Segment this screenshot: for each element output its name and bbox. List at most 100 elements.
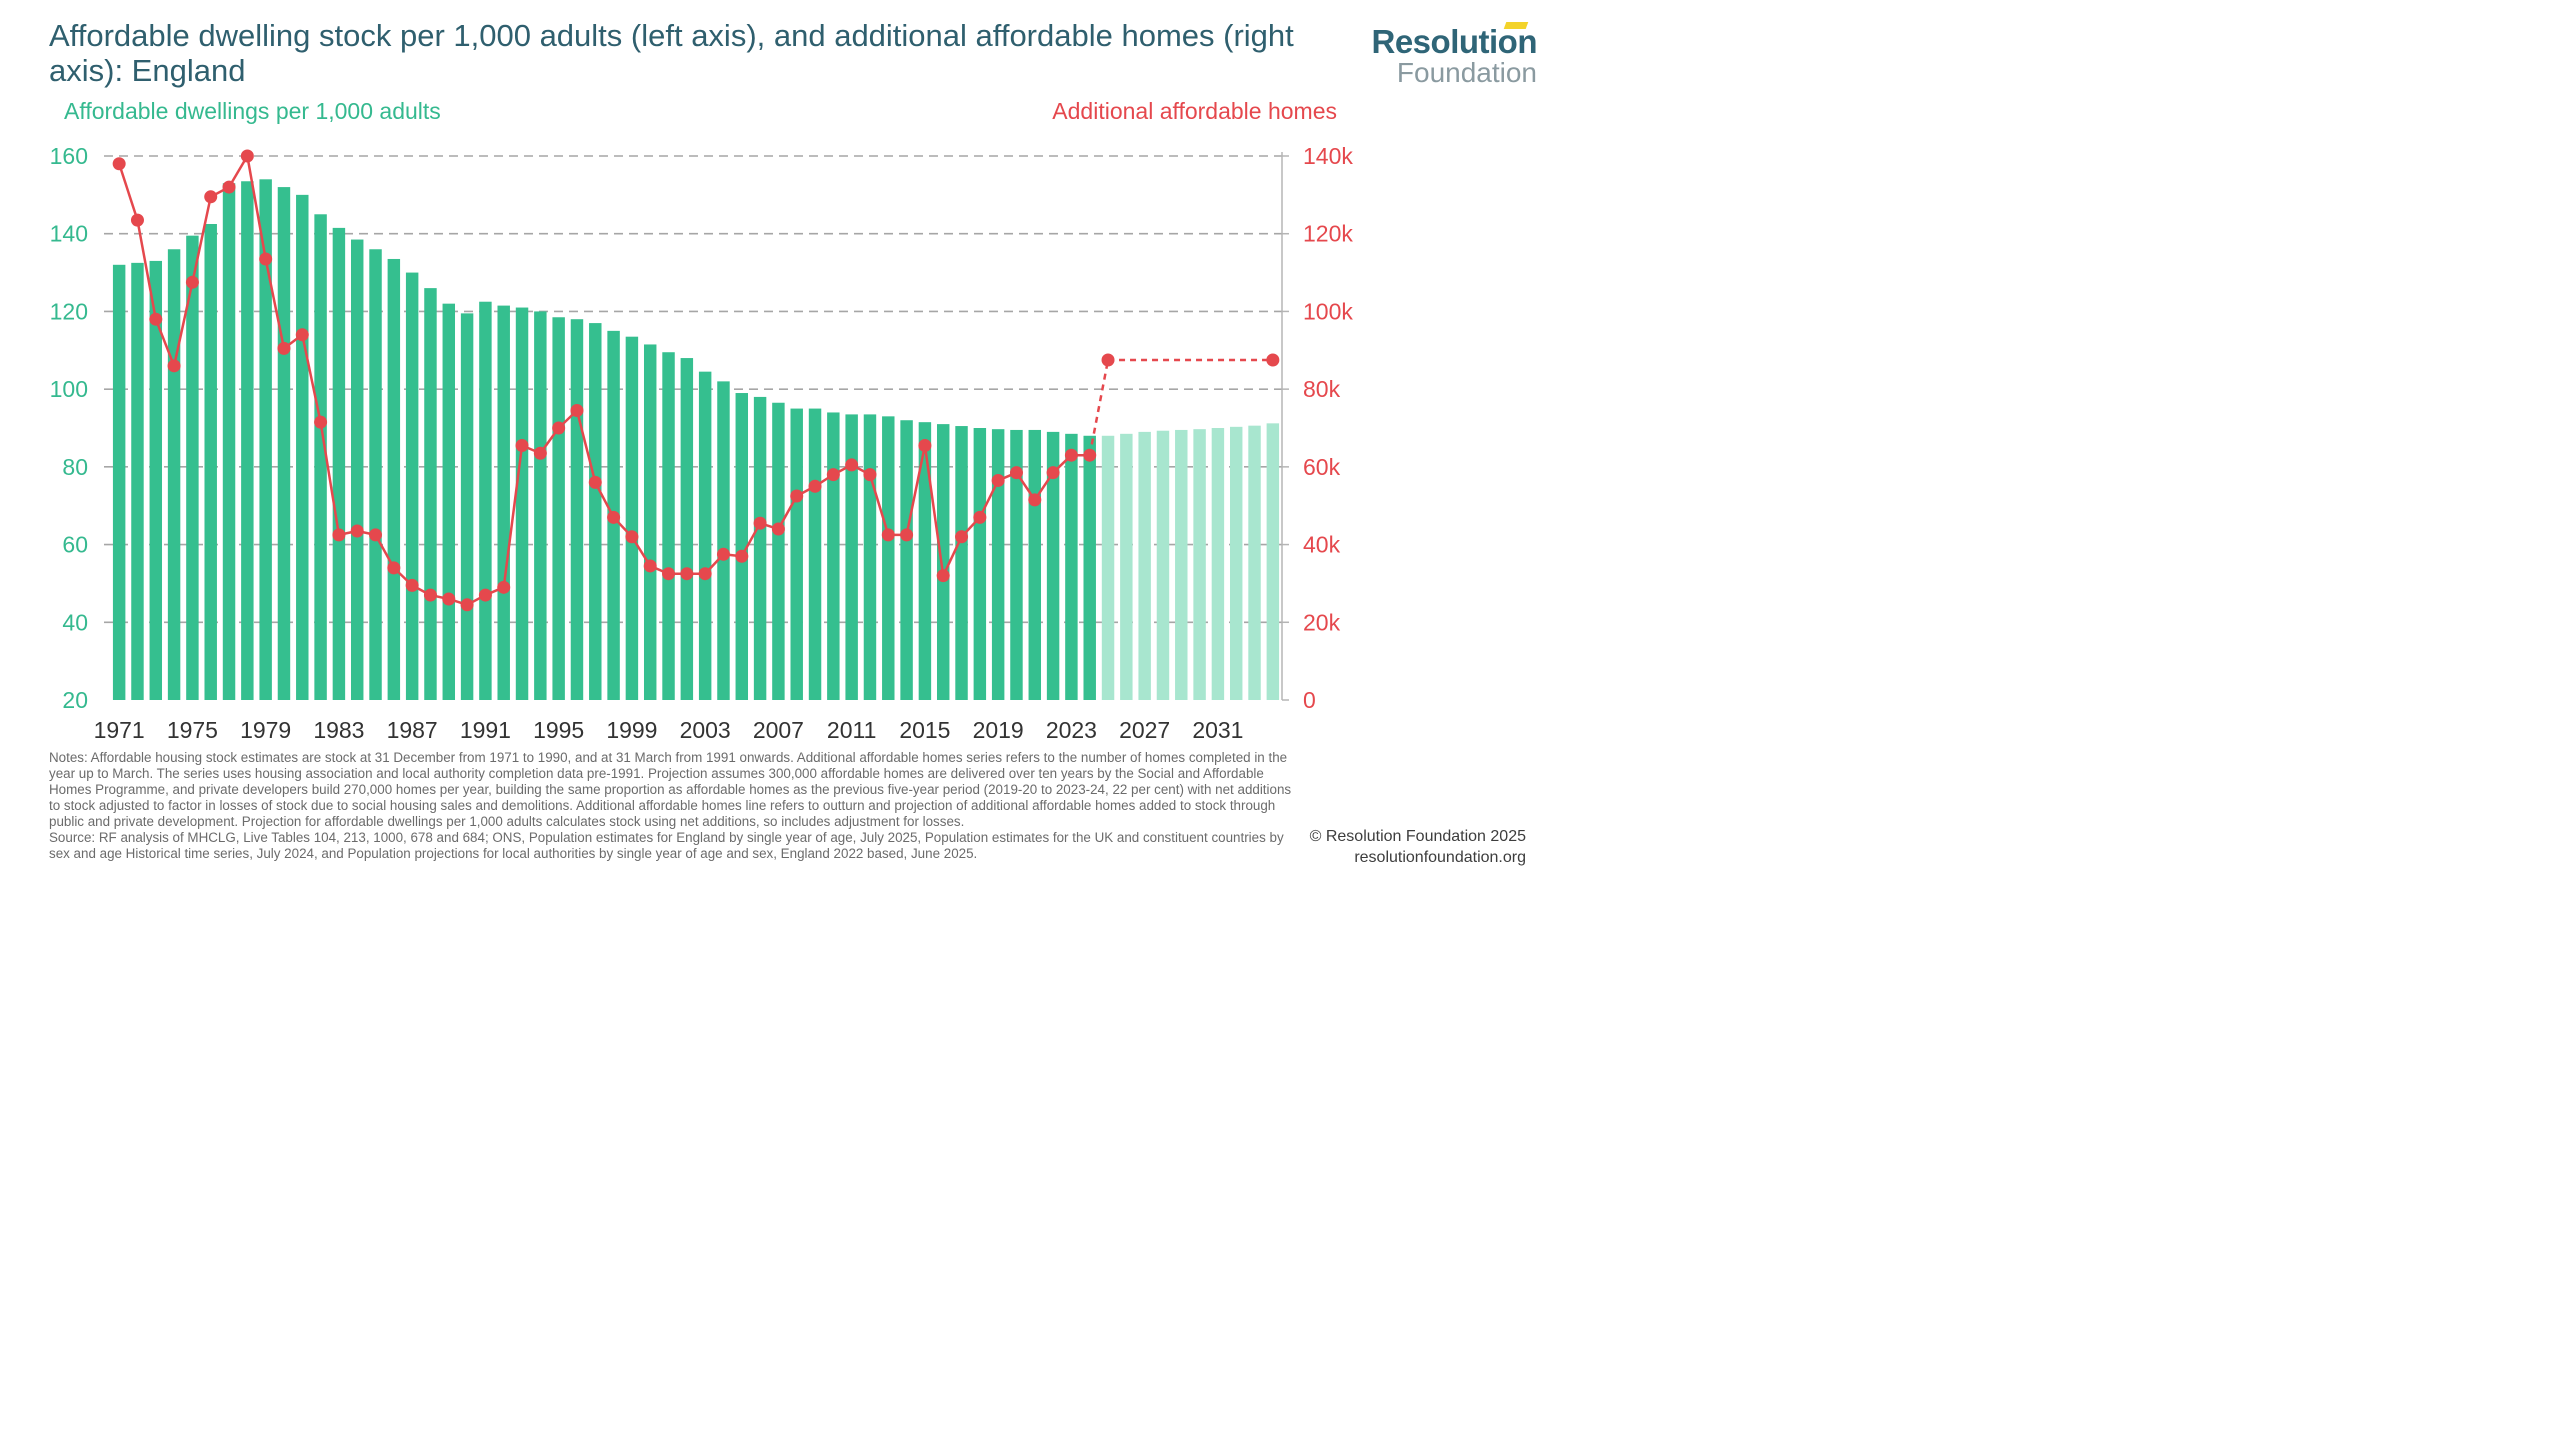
additional-homes-point — [991, 473, 1005, 487]
copyright-block: © Resolution Foundation 2025 resolutionf… — [1310, 826, 1526, 868]
right-tick-label: 120k — [1303, 221, 1353, 247]
x-tick-label: 1999 — [606, 717, 657, 743]
additional-homes-point — [460, 598, 474, 612]
bar — [735, 393, 749, 700]
bar — [460, 313, 474, 700]
additional-homes-point — [387, 561, 401, 575]
bar — [259, 179, 272, 701]
additional-homes-point — [955, 530, 969, 544]
x-tick-label: 1983 — [313, 717, 364, 743]
bar — [515, 307, 529, 700]
additional-homes-point — [607, 510, 621, 524]
bar — [698, 371, 712, 700]
bar — [1193, 429, 1206, 700]
x-tick-label: 2007 — [753, 717, 804, 743]
bar — [222, 183, 236, 700]
additional-homes-point — [332, 528, 346, 542]
bar — [442, 303, 456, 700]
x-tick-label: 2027 — [1119, 717, 1170, 743]
bar — [332, 227, 346, 700]
source-text: Source: RF analysis of MHCLG, Live Table… — [49, 830, 1284, 861]
right-axis-title: Additional affordable homes — [1052, 98, 1337, 124]
bar — [753, 396, 767, 700]
copyright-text: © Resolution Foundation 2025 — [1309, 828, 1526, 845]
bar — [973, 428, 987, 700]
bar — [991, 429, 1005, 700]
additional-homes-point — [204, 190, 218, 204]
x-tick-label: 1991 — [460, 717, 511, 743]
additional-homes-point — [570, 404, 584, 418]
logo-line-2: Foundation — [1396, 57, 1537, 88]
additional-homes-point — [515, 438, 529, 452]
additional-homes-point — [1064, 448, 1078, 462]
bar — [1028, 429, 1042, 700]
x-tick-label: 1995 — [533, 717, 584, 743]
bar — [643, 344, 657, 700]
additional-homes-point — [222, 180, 236, 194]
additional-homes-point — [1101, 353, 1115, 367]
additional-homes-point — [295, 328, 309, 342]
additional-homes-point — [277, 341, 291, 355]
bar — [1211, 428, 1225, 700]
website-link[interactable]: resolutionfoundation.org — [1354, 849, 1526, 866]
bar — [1138, 431, 1151, 700]
left-tick-label: 120 — [50, 298, 88, 324]
bar — [955, 426, 968, 700]
chart-canvas: 20 40 60 80 100 120 140 160 0 20k 40k 60k 80k 100k 120… — [50, 143, 1354, 743]
additional-homes-point — [680, 567, 694, 581]
bar — [186, 235, 199, 700]
additional-homes-point — [405, 578, 419, 592]
logo-line-1: Resolution — [1371, 22, 1537, 60]
bar — [131, 262, 144, 700]
additional-homes-point — [625, 530, 639, 544]
additional-homes-point — [900, 528, 914, 542]
additional-homes-point — [552, 421, 566, 435]
additional-homes-point — [1083, 448, 1097, 462]
bar — [552, 317, 565, 700]
additional-homes-point — [716, 547, 730, 561]
bar — [1229, 426, 1243, 700]
right-tick-label: 20k — [1303, 609, 1341, 635]
additional-homes-point — [588, 475, 602, 489]
bar — [112, 264, 126, 700]
notes-block: Notes: Affordable housing stock estimate… — [49, 750, 1301, 862]
x-tick-label: 1987 — [387, 717, 438, 743]
additional-homes-point — [662, 567, 676, 581]
bar — [387, 258, 401, 700]
additional-homes-point — [826, 468, 840, 482]
bar — [589, 323, 602, 700]
additional-homes-point — [771, 522, 785, 536]
x-tick-label: 2023 — [1046, 717, 1097, 743]
x-tick-label: 1979 — [240, 717, 291, 743]
additional-homes-projection-line — [1088, 358, 1273, 456]
left-tick-label: 80 — [62, 454, 88, 480]
bar — [845, 414, 858, 700]
bar — [479, 301, 492, 700]
additional-homes-line — [117, 154, 1090, 607]
bar — [717, 381, 730, 700]
bar — [204, 224, 217, 700]
additional-homes-point — [369, 528, 383, 542]
bar — [424, 288, 437, 700]
right-tick-label: 60k — [1303, 454, 1341, 480]
bar — [149, 260, 163, 700]
additional-homes-point — [845, 458, 859, 472]
additional-homes-point — [808, 479, 822, 493]
left-tick-label: 100 — [50, 376, 88, 402]
left-axis-title: Affordable dwellings per 1,000 adults — [64, 98, 441, 124]
bar — [534, 311, 547, 700]
bar — [167, 249, 181, 700]
x-tick-label: 1975 — [167, 717, 218, 743]
right-tick-label: 80k — [1303, 376, 1341, 402]
bar — [936, 424, 950, 700]
additional-homes-point — [790, 489, 804, 503]
left-tick-label: 60 — [62, 532, 88, 558]
left-tick-label: 140 — [50, 221, 88, 247]
bar — [1266, 423, 1280, 700]
additional-homes-point — [350, 524, 364, 538]
bar — [1101, 435, 1115, 700]
additional-homes-point — [130, 213, 144, 227]
chart-title: Affordable dwelling stock per 1,000 adul… — [49, 18, 1294, 88]
left-tick-label: 160 — [50, 143, 88, 169]
x-tick-label: 2015 — [899, 717, 950, 743]
